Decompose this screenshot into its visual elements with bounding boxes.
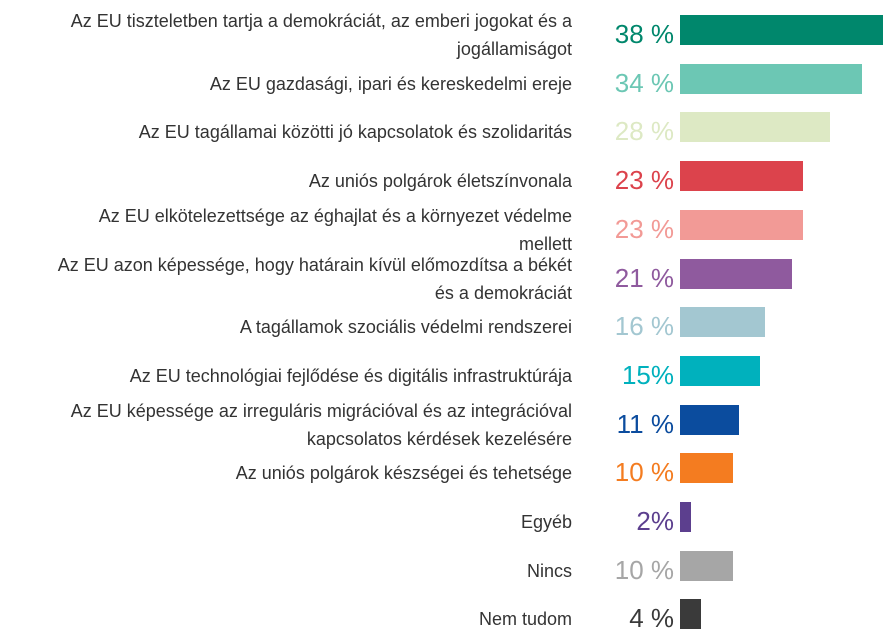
value-label: 11 % [616, 408, 674, 439]
bar [680, 307, 766, 338]
bar [680, 599, 702, 629]
bar [680, 161, 803, 192]
category-label: Az EU technológiai fejlődése és digitáli… [129, 365, 572, 386]
value-label: 21 % [614, 262, 674, 293]
bar [680, 355, 761, 386]
category-label: Az uniós polgárok életszínvonala [308, 171, 572, 192]
bar [680, 502, 691, 532]
category-label: Az EU tagállamai közötti jó kapcsolatok … [138, 122, 572, 143]
bar [680, 15, 883, 45]
category-label: A tagállamok szociális védelmi rendszere… [239, 317, 572, 338]
bar [680, 404, 739, 435]
value-label: 23 % [614, 165, 674, 196]
category-label: Az EU tiszteletben tartja a demokráciát,… [70, 11, 572, 59]
value-label: 16 % [614, 311, 674, 342]
category-label: Az EU azon képessége, hogy határain kívü… [57, 254, 572, 303]
value-label: 34 % [614, 67, 674, 98]
category-label: Az EU elkötelezettsége az éghajlat és a … [98, 205, 572, 254]
value-label: 28 % [614, 116, 674, 147]
bar [680, 209, 803, 240]
category-label: Nem tudom [478, 609, 572, 629]
category-label: Egyéb [520, 512, 572, 532]
bar [680, 112, 830, 143]
value-label: 2% [636, 506, 674, 536]
value-label: 10 % [614, 554, 674, 585]
bar [680, 63, 862, 94]
value-label: 10 % [614, 457, 674, 488]
bar [680, 453, 734, 484]
value-label: 4 % [629, 603, 674, 629]
value-label: 15% [621, 359, 674, 390]
bar [680, 258, 793, 289]
category-label: Az EU képessége az irreguláris migrációv… [70, 400, 572, 449]
value-label: 23 % [614, 213, 674, 244]
category-label: Nincs [526, 560, 572, 581]
bar [680, 550, 734, 581]
value-label: 38 % [614, 19, 674, 49]
category-label: Az EU gazdasági, ipari és kereskedelmi e… [209, 73, 572, 94]
category-label: Az uniós polgárok készségei és tehetsége [235, 463, 572, 484]
